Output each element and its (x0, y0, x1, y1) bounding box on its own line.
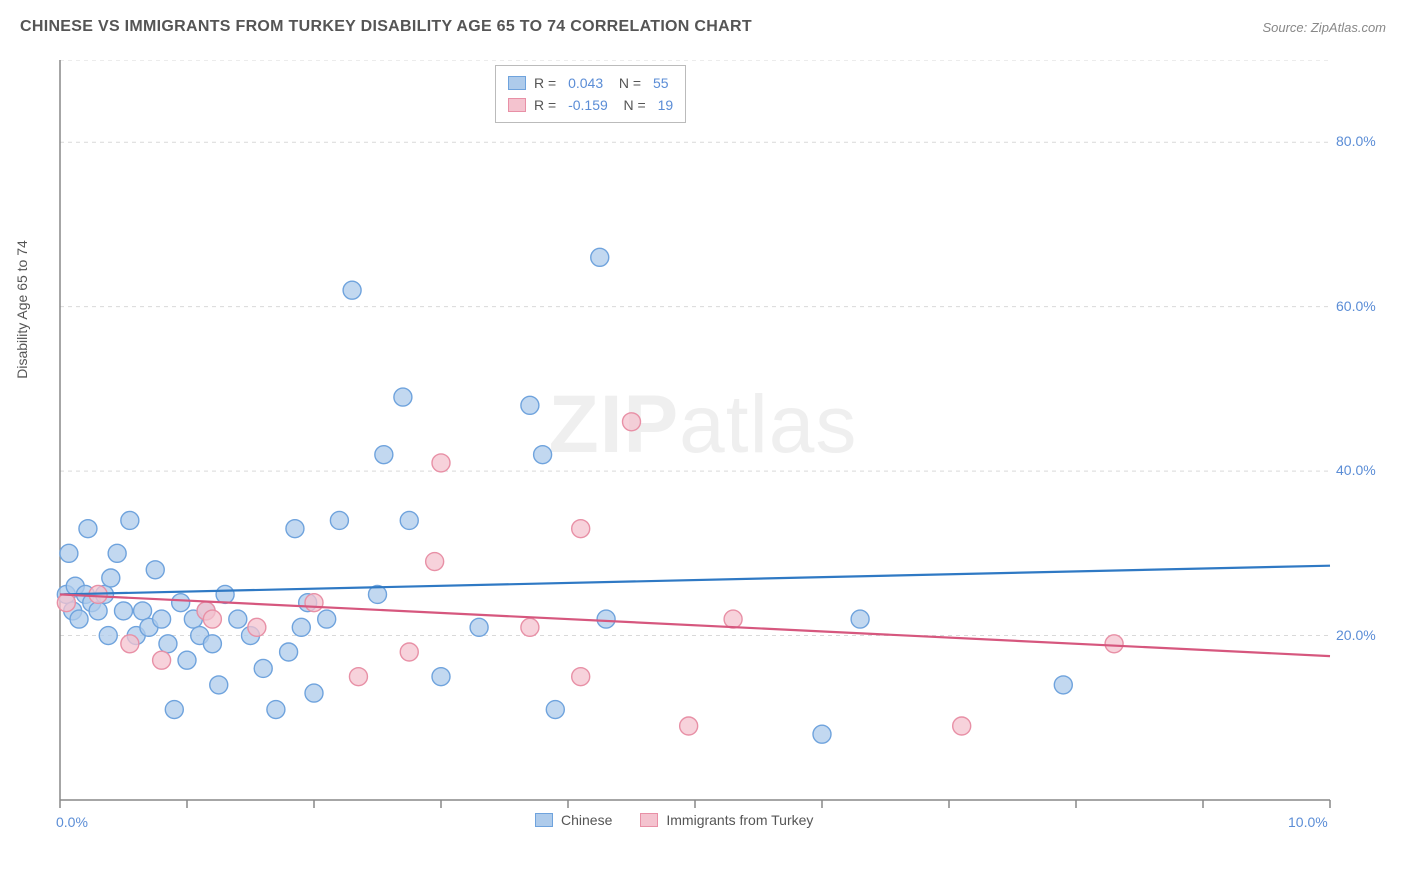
data-point (134, 602, 152, 620)
legend-swatch (508, 76, 526, 90)
series-legend-item: Chinese (535, 812, 612, 828)
data-point (330, 511, 348, 529)
data-point (813, 725, 831, 743)
chart-area: Disability Age 65 to 74 ZIPatlas R = 0.0… (50, 60, 1356, 820)
chart-header: CHINESE VS IMMIGRANTS FROM TURKEY DISABI… (20, 18, 1386, 36)
data-point (724, 610, 742, 628)
data-point (349, 668, 367, 686)
data-point (216, 585, 234, 603)
data-point (432, 668, 450, 686)
series-legend: Chinese Immigrants from Turkey (535, 812, 813, 828)
data-point (121, 511, 139, 529)
data-point (102, 569, 120, 587)
data-point (267, 701, 285, 719)
legend-r-value: -0.159 (568, 94, 608, 116)
data-point (210, 676, 228, 694)
y-tick-label: 60.0% (1336, 298, 1376, 314)
legend-n-value: 55 (653, 72, 669, 94)
legend-n-value: 19 (658, 94, 674, 116)
data-point (851, 610, 869, 628)
data-point (57, 594, 75, 612)
data-point (572, 520, 590, 538)
correlation-legend: R = 0.043 N = 55R = -0.159 N = 19 (495, 65, 686, 123)
data-point (286, 520, 304, 538)
data-point (623, 413, 641, 431)
legend-swatch (508, 98, 526, 112)
source-attribution: Source: ZipAtlas.com (1262, 20, 1386, 35)
data-point (400, 511, 418, 529)
data-point (470, 618, 488, 636)
data-point (305, 594, 323, 612)
data-point (178, 651, 196, 669)
y-tick-label: 80.0% (1336, 133, 1376, 149)
data-point (318, 610, 336, 628)
chart-title: CHINESE VS IMMIGRANTS FROM TURKEY DISABI… (20, 18, 752, 36)
data-point (99, 627, 117, 645)
scatter-plot (50, 60, 1356, 820)
series-legend-label: Immigrants from Turkey (666, 812, 813, 828)
data-point (60, 544, 78, 562)
x-tick-label: 0.0% (56, 814, 88, 830)
data-point (153, 610, 171, 628)
legend-swatch (640, 813, 658, 827)
y-tick-label: 20.0% (1336, 627, 1376, 643)
data-point (572, 668, 590, 686)
data-point (521, 618, 539, 636)
data-point (115, 602, 133, 620)
data-point (432, 454, 450, 472)
data-point (394, 388, 412, 406)
series-legend-item: Immigrants from Turkey (640, 812, 813, 828)
legend-n-label: N = (616, 94, 650, 116)
data-point (203, 635, 221, 653)
legend-r-label: R = (534, 94, 560, 116)
data-point (280, 643, 298, 661)
legend-row: R = 0.043 N = 55 (508, 72, 673, 94)
data-point (70, 610, 88, 628)
data-point (159, 635, 177, 653)
data-point (1054, 676, 1072, 694)
data-point (680, 717, 698, 735)
data-point (146, 561, 164, 579)
data-point (597, 610, 615, 628)
data-point (254, 659, 272, 677)
data-point (426, 553, 444, 571)
data-point (89, 602, 107, 620)
data-point (400, 643, 418, 661)
legend-r-value: 0.043 (568, 72, 603, 94)
series-legend-label: Chinese (561, 812, 612, 828)
data-point (108, 544, 126, 562)
data-point (534, 446, 552, 464)
data-point (153, 651, 171, 669)
legend-swatch (535, 813, 553, 827)
data-point (121, 635, 139, 653)
trend-line (60, 566, 1330, 595)
data-point (248, 618, 266, 636)
legend-r-label: R = (534, 72, 560, 94)
data-point (591, 248, 609, 266)
x-tick-label: 10.0% (1288, 814, 1328, 830)
data-point (305, 684, 323, 702)
data-point (1105, 635, 1123, 653)
data-point (343, 281, 361, 299)
y-axis-label: Disability Age 65 to 74 (14, 240, 30, 379)
data-point (79, 520, 97, 538)
data-point (521, 396, 539, 414)
data-point (953, 717, 971, 735)
data-point (546, 701, 564, 719)
data-point (292, 618, 310, 636)
data-point (203, 610, 221, 628)
data-point (229, 610, 247, 628)
y-tick-label: 40.0% (1336, 462, 1376, 478)
data-point (375, 446, 393, 464)
data-point (172, 594, 190, 612)
legend-n-label: N = (611, 72, 645, 94)
legend-row: R = -0.159 N = 19 (508, 94, 673, 116)
data-point (165, 701, 183, 719)
